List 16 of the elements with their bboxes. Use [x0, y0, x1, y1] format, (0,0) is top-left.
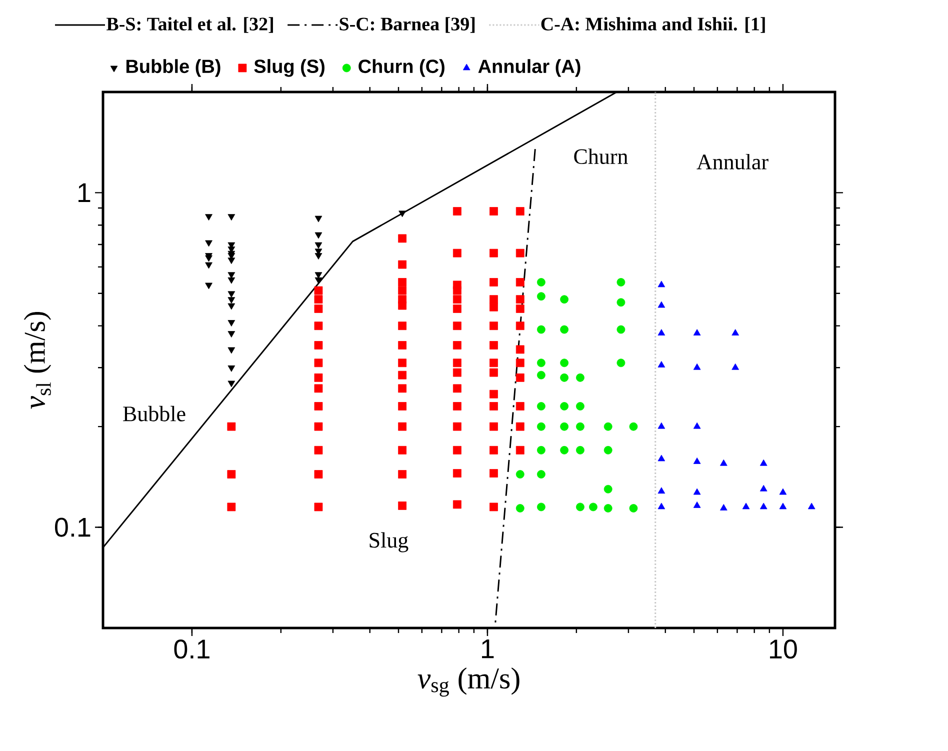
legend-label: S-C: Barnea [39] [340, 17, 475, 33]
legend-label: Bubble (B) [126, 59, 220, 77]
x-tick-label: 10 [770, 640, 797, 659]
annotation: Annular [696, 154, 768, 170]
y-axis-title: v$_{sl}$ (m/s) [24, 312, 52, 409]
legend-label: C-A: Mishima and Ishii. [1] [541, 17, 765, 33]
annotation: Churn [574, 148, 628, 164]
legend-label: Annular (A) [478, 59, 580, 77]
x-tick-label: 1 [482, 640, 494, 658]
legend-label: Slug (S) [254, 59, 324, 77]
x-axis-title: v$_{sg}$ (m/s) [418, 668, 520, 697]
x-tick-label: 0.1 [174, 640, 210, 659]
annotation: Slug [370, 532, 408, 552]
annotation: Bubble [123, 406, 186, 422]
legend-label: Churn (C) [358, 59, 444, 77]
legend-label: B-S: Taitel et al. [32] [106, 17, 273, 33]
